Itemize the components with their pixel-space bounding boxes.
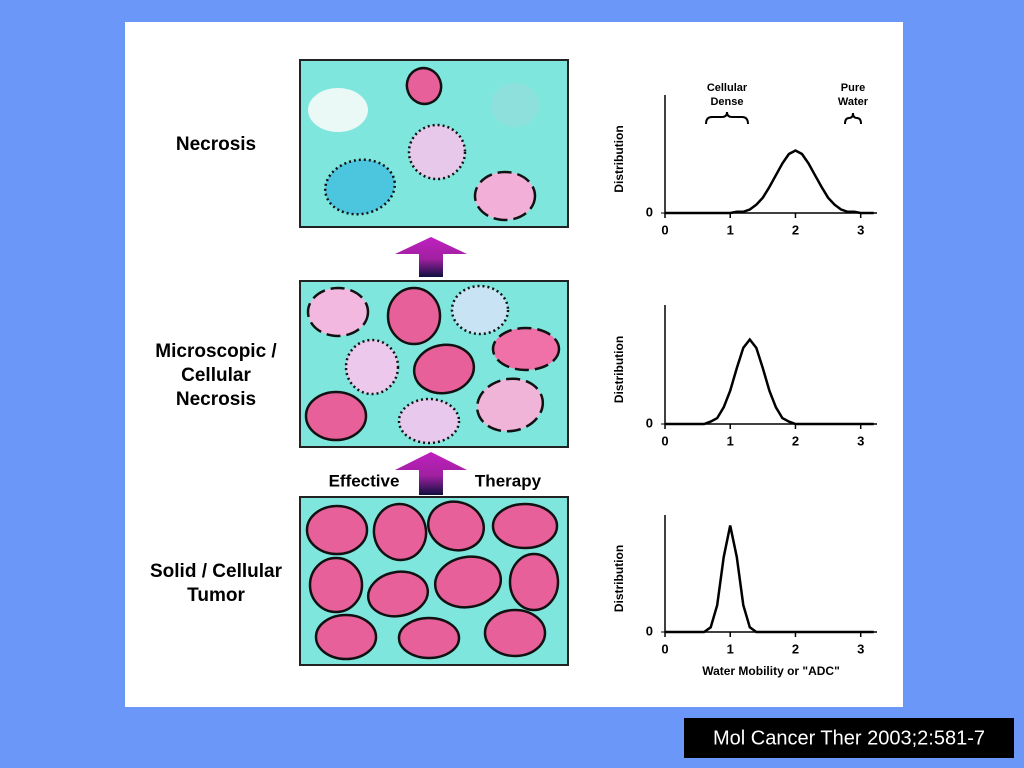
x-tick-label: 0	[661, 641, 668, 656]
stage-label: Cellular	[181, 365, 251, 386]
x-tick-label: 3	[857, 641, 864, 656]
cell	[308, 556, 364, 614]
cell	[386, 286, 442, 346]
x-tick-label: 2	[792, 433, 799, 448]
cell	[344, 338, 400, 396]
stage-label: Microscopic /	[155, 341, 277, 362]
y-tick-label: 0	[646, 204, 653, 219]
stage-label: Solid / Cellular	[150, 561, 283, 582]
y-tick-label: 0	[646, 415, 653, 430]
x-tick-label: 2	[792, 641, 799, 656]
y-tick-label: 0	[646, 623, 653, 638]
arrow	[395, 237, 467, 277]
y-axis-label: Distribution	[612, 336, 626, 403]
cell	[491, 502, 559, 550]
cell	[314, 613, 378, 661]
cell	[306, 286, 370, 338]
x-tick-label: 1	[727, 222, 734, 237]
arrow-label: Effective	[329, 471, 400, 490]
x-tick-label: 1	[727, 641, 734, 656]
arrow	[395, 452, 467, 495]
citation: Mol Cancer Ther 2003;2:581-7	[713, 727, 985, 749]
stage-label: Tumor	[187, 585, 245, 606]
cell	[323, 158, 397, 216]
x-tick-label: 0	[661, 222, 668, 237]
citation-box	[684, 718, 1014, 758]
cell	[433, 555, 503, 609]
annotation: Cellular	[707, 82, 748, 94]
cell	[450, 284, 510, 336]
cell	[308, 88, 368, 132]
cell	[305, 504, 369, 556]
cell	[426, 500, 486, 552]
brace	[705, 111, 749, 125]
arrow-label: Therapy	[475, 471, 542, 490]
x-tick-label: 0	[661, 433, 668, 448]
x-tick-label: 3	[857, 433, 864, 448]
distribution-curve	[665, 337, 874, 426]
distribution-curve	[665, 525, 874, 634]
y-axis-label: Distribution	[612, 545, 626, 612]
cell	[397, 397, 461, 445]
cell	[475, 377, 545, 433]
cell	[483, 608, 547, 658]
x-tick-label: 3	[857, 222, 864, 237]
cell	[473, 170, 537, 222]
cell	[397, 616, 461, 660]
cell	[407, 123, 467, 181]
cell	[491, 83, 539, 127]
cell	[491, 326, 561, 372]
annotation: Water	[838, 96, 869, 108]
cell	[304, 390, 368, 442]
x-tick-label: 1	[727, 433, 734, 448]
brace	[844, 112, 862, 125]
x-axis-label: Water Mobility or "ADC"	[702, 664, 840, 678]
annotation: Dense	[710, 96, 743, 108]
x-tick-label: 2	[792, 222, 799, 237]
cell	[372, 502, 428, 562]
cell	[405, 66, 443, 106]
stage-label: Necrosis	[176, 134, 256, 155]
distribution-curve	[665, 149, 874, 215]
annotation: Pure	[841, 82, 865, 94]
cell	[412, 343, 476, 395]
y-axis-label: Distribution	[612, 125, 626, 192]
cell	[366, 570, 430, 618]
cell	[508, 552, 560, 612]
stage-label: Necrosis	[176, 389, 256, 410]
